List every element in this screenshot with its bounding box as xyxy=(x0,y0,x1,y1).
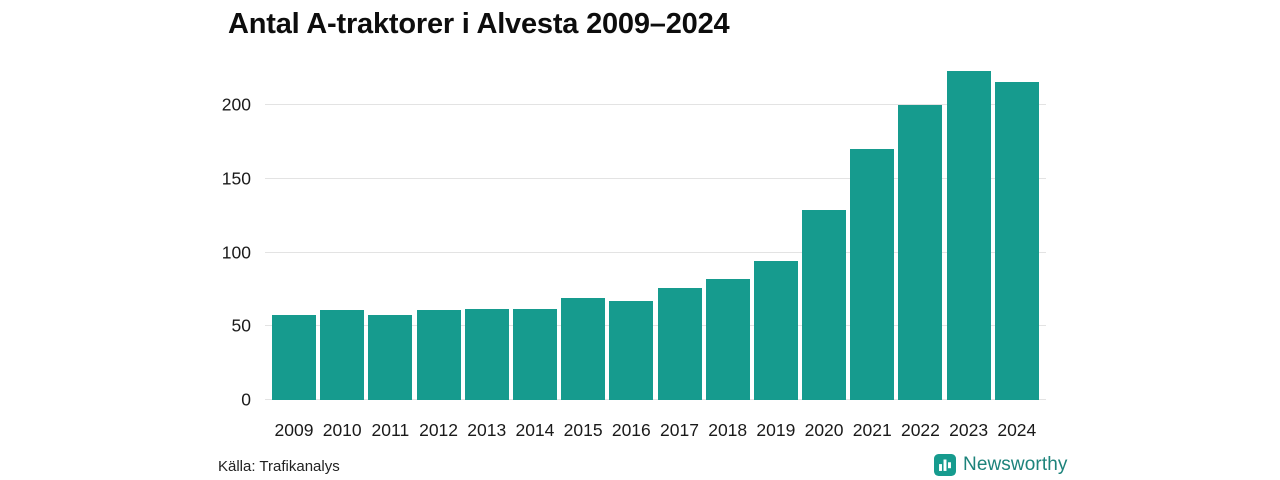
bar-2015 xyxy=(561,298,606,400)
x-axis-tick-label: 2016 xyxy=(611,420,651,440)
x-axis-tick-label: 2019 xyxy=(756,420,796,440)
x-axis-tick-label: 2009 xyxy=(274,420,314,440)
plot-area: 0 50 100 150 200 xyxy=(222,61,1046,408)
bars xyxy=(265,61,1046,400)
x-axis-tick-label: 2024 xyxy=(997,420,1037,440)
x-axis-tick-label: 2018 xyxy=(708,420,748,440)
newsworthy-logo[interactable]: Newsworthy xyxy=(934,454,1067,476)
y-axis-tick-label: 100 xyxy=(221,241,251,262)
x-axis-tick-label: 2012 xyxy=(419,420,459,440)
y-axis-tick-label: 150 xyxy=(221,168,251,189)
bar-2012 xyxy=(416,310,461,400)
y-axis-tick-label: 50 xyxy=(231,315,251,336)
bar-2013 xyxy=(464,308,509,400)
bar-2011 xyxy=(368,314,413,400)
gridline xyxy=(265,177,1046,179)
bar-2016 xyxy=(609,301,654,400)
x-axis-labels: 2009 2010 2011 2012 2013 2014 2015 2016 2017 2018… xyxy=(265,420,1046,441)
bar-2021 xyxy=(850,149,895,400)
bar-2022 xyxy=(898,105,943,400)
gridline xyxy=(265,399,1046,400)
y-axis-tick-label: 200 xyxy=(221,94,251,115)
x-axis-tick-label: 2022 xyxy=(900,420,940,440)
gridline xyxy=(265,325,1046,327)
x-axis-tick-label: 2011 xyxy=(371,420,410,440)
y-axis-tick-label: 0 xyxy=(241,389,251,410)
x-axis-tick-label: 2010 xyxy=(322,420,362,440)
x-axis-tick-label: 2020 xyxy=(804,420,844,440)
bar-2009 xyxy=(272,314,316,400)
bar-2020 xyxy=(802,209,847,400)
bar-2023 xyxy=(946,71,991,400)
newsworthy-brand-name: Newsworthy xyxy=(963,454,1068,475)
bar-2024 xyxy=(994,81,1039,400)
gridline xyxy=(265,251,1046,253)
x-axis-tick-label: 2015 xyxy=(563,420,603,440)
x-axis-tick-label: 2013 xyxy=(467,420,507,440)
x-axis-tick-label: 2023 xyxy=(949,420,989,440)
source-text: Källa: Trafikanalys xyxy=(218,458,340,475)
newsworthy-icon xyxy=(934,454,956,476)
bar-2018 xyxy=(705,279,750,400)
bar-2017 xyxy=(657,287,702,400)
x-axis-tick-label: 2021 xyxy=(852,420,892,440)
bar-2014 xyxy=(512,308,557,400)
x-axis-tick-label: 2014 xyxy=(515,420,555,440)
x-axis-tick-label: 2017 xyxy=(660,420,699,440)
gridline xyxy=(265,104,1046,106)
chart-title: Antal A-traktorer i Alvesta 2009–2024 xyxy=(228,8,730,40)
bar-2019 xyxy=(753,261,798,400)
bar-2010 xyxy=(320,310,365,400)
